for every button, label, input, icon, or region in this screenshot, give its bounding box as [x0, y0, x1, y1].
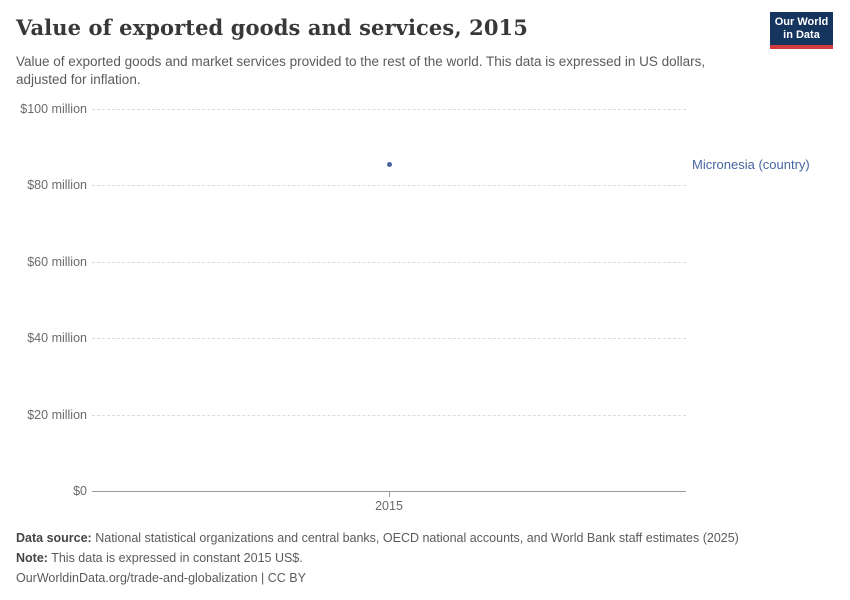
- y-axis-tick-label: $100 million: [20, 102, 87, 116]
- x-axis-tick-label: 2015: [375, 499, 403, 513]
- y-axis-tick-label: $0: [73, 484, 87, 498]
- y-gridline: [92, 414, 686, 416]
- note-line: Note: This data is expressed in constant…: [16, 548, 739, 568]
- chart-title: Value of exported goods and services, 20…: [16, 15, 528, 40]
- y-axis-tick-label: $60 million: [27, 254, 87, 269]
- note-label: Note:: [16, 551, 48, 565]
- data-source-line: Data source: National statistical organi…: [16, 528, 739, 548]
- data-source-text: National statistical organizations and c…: [95, 531, 739, 545]
- owid-logo[interactable]: Our World in Data: [770, 12, 833, 49]
- data-point-micronesia-country-[interactable]: [387, 161, 392, 167]
- y-gridline: [92, 338, 686, 340]
- note-text: This data is expressed in constant 2015 …: [51, 551, 303, 565]
- y-gridline: [92, 109, 686, 110]
- y-axis-tick-label: $40 million: [27, 331, 87, 346]
- chart-subtitle: Value of exported goods and market servi…: [16, 54, 706, 87]
- x-axis-tick: [389, 491, 390, 497]
- data-source-label: Data source:: [16, 531, 92, 545]
- series-label-micronesia-country-[interactable]: Micronesia (country): [692, 156, 810, 172]
- y-gridline: [92, 261, 686, 263]
- y-axis-tick-label: $20 million: [27, 407, 87, 422]
- y-axis-tick-label: $80 million: [27, 178, 87, 193]
- chart-footer: Data source: National statistical organi…: [16, 528, 739, 588]
- owid-logo-line1: Our World: [774, 15, 829, 28]
- owid-logo-line2: in Data: [783, 28, 820, 41]
- y-gridline: [92, 185, 686, 187]
- citation-line: OurWorldinData.org/trade-and-globalizati…: [16, 571, 306, 585]
